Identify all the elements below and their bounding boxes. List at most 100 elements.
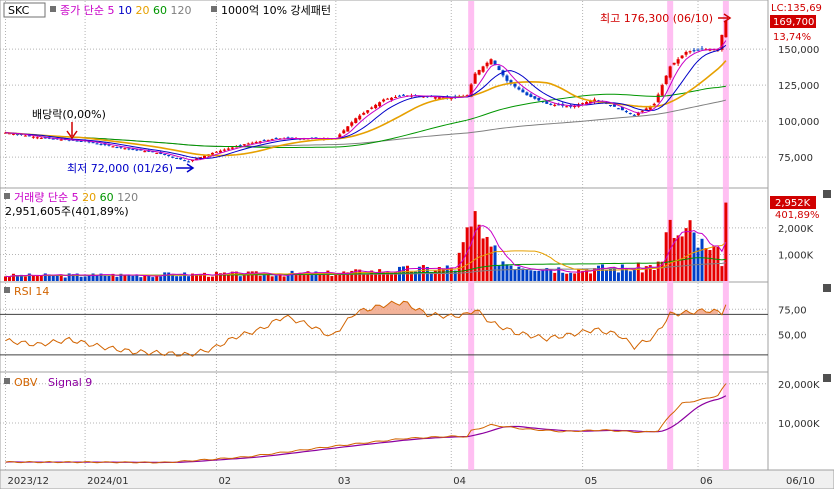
candle-body-169 bbox=[676, 59, 680, 64]
candle-body-132 bbox=[529, 94, 533, 97]
volume-bar-128 bbox=[513, 269, 517, 281]
candle-body-47 bbox=[191, 160, 195, 162]
volume-bar-102 bbox=[409, 271, 413, 281]
candle-body-130 bbox=[521, 89, 525, 93]
volume-bar-25 bbox=[103, 275, 107, 281]
volume-bar-158 bbox=[632, 268, 636, 281]
candle-body-12 bbox=[51, 138, 55, 140]
candle-body-159 bbox=[636, 113, 640, 116]
volume-bar-4 bbox=[19, 274, 23, 281]
volume-bar-151 bbox=[604, 269, 608, 281]
volume-bar-63 bbox=[254, 271, 258, 281]
volume-panel-frame bbox=[0, 187, 769, 283]
volume-bar-110 bbox=[441, 268, 445, 281]
candle-body-62 bbox=[250, 142, 254, 144]
x-axis-strip bbox=[0, 469, 834, 489]
volume-bar-38 bbox=[155, 274, 159, 281]
candle-body-59 bbox=[238, 145, 242, 147]
candle-body-60 bbox=[242, 144, 246, 146]
pattern-label: 1000억 10% 강세패턴 bbox=[221, 4, 331, 17]
candle-body-164 bbox=[656, 94, 660, 103]
rsi-series bbox=[5, 300, 727, 357]
candle-body-2 bbox=[11, 133, 15, 135]
obv-panel-frame bbox=[0, 371, 769, 471]
volume-bar-175 bbox=[700, 238, 704, 281]
volume-bar-44 bbox=[179, 276, 183, 281]
candle-body-31 bbox=[127, 148, 131, 150]
candle-body-78 bbox=[314, 137, 318, 139]
volume-bar-130 bbox=[521, 268, 525, 281]
candle-body-56 bbox=[226, 148, 230, 150]
volume-bar-74 bbox=[298, 272, 302, 281]
volume-bar-134 bbox=[537, 270, 541, 281]
volume-bar-144 bbox=[577, 268, 581, 281]
legend-item-0: 종가 단순 5 bbox=[60, 4, 114, 17]
volume-tick-label-0: 1,000K bbox=[778, 250, 814, 261]
candle-body-23 bbox=[95, 143, 99, 145]
candle-body-57 bbox=[230, 147, 234, 149]
candle-body-44 bbox=[179, 157, 183, 160]
obv-series bbox=[5, 383, 727, 464]
symbol-box[interactable] bbox=[3, 2, 46, 18]
volume-bar-9 bbox=[39, 275, 43, 281]
volume-bar-180 bbox=[720, 266, 724, 281]
legend-item-1: 20 bbox=[79, 191, 97, 204]
low-annotation: 최저 72,000 (01/26) bbox=[67, 162, 173, 175]
volume-bar-71 bbox=[286, 274, 290, 281]
rsi-close-button[interactable] bbox=[823, 284, 831, 292]
candle-body-38 bbox=[155, 152, 159, 154]
candle-body-120 bbox=[481, 66, 485, 72]
candle-body-40 bbox=[163, 153, 167, 156]
volume-legend-marker bbox=[4, 193, 10, 199]
volume-bar-77 bbox=[310, 275, 314, 281]
candle-body-54 bbox=[218, 150, 222, 153]
candle-body-175 bbox=[700, 48, 704, 50]
volume-bar-171 bbox=[684, 228, 688, 281]
volume-bar-60 bbox=[242, 275, 246, 281]
volume-bar-90 bbox=[362, 274, 366, 281]
volume-bar-114 bbox=[457, 252, 461, 281]
price-tick-label-3: 150,000 bbox=[778, 45, 819, 56]
high-arrow-icon bbox=[718, 13, 732, 23]
ma60-line bbox=[5, 85, 726, 148]
volume-bar-17 bbox=[71, 274, 75, 281]
volume-close-button[interactable] bbox=[823, 190, 831, 198]
volume-bar-159 bbox=[636, 262, 640, 281]
candle-body-125 bbox=[501, 70, 505, 76]
volume-bar-167 bbox=[668, 219, 672, 281]
candle-body-134 bbox=[537, 97, 541, 101]
volume-bar-58 bbox=[234, 271, 238, 281]
volume-bar-157 bbox=[628, 271, 632, 281]
candle-body-123 bbox=[493, 60, 497, 65]
candle-body-22 bbox=[91, 142, 95, 144]
candle-body-71 bbox=[286, 137, 290, 139]
volume-bar-70 bbox=[282, 276, 286, 281]
candle-body-119 bbox=[477, 70, 481, 75]
volume-bar-119 bbox=[477, 224, 481, 281]
volume-bar-37 bbox=[151, 277, 155, 281]
volume-bar-160 bbox=[640, 272, 644, 281]
volume-bar-49 bbox=[199, 275, 203, 281]
volume-bar-122 bbox=[489, 246, 493, 281]
obv-close-button[interactable] bbox=[823, 374, 831, 382]
candle-body-127 bbox=[509, 80, 513, 84]
volume-bar-88 bbox=[354, 269, 358, 281]
change-label: 13,74% bbox=[773, 32, 811, 43]
candle-body-50 bbox=[203, 155, 206, 159]
x-tick-label-0: 2023/12 bbox=[8, 476, 50, 487]
volume-bar-75 bbox=[302, 272, 306, 281]
candle-body-7 bbox=[31, 136, 35, 138]
candle-body-97 bbox=[390, 97, 394, 100]
candle-body-158 bbox=[632, 114, 636, 116]
candle-body-98 bbox=[394, 96, 398, 98]
panel-buttons bbox=[823, 190, 831, 382]
candle-body-10 bbox=[43, 137, 47, 139]
candle-body-48 bbox=[195, 158, 199, 160]
volume-bar-40 bbox=[163, 272, 167, 281]
volume-bar-120 bbox=[481, 238, 485, 281]
volume-bar-141 bbox=[565, 273, 569, 281]
volume-bar-67 bbox=[270, 276, 274, 281]
candle-body-163 bbox=[652, 103, 656, 106]
candle-body-180 bbox=[720, 34, 724, 50]
